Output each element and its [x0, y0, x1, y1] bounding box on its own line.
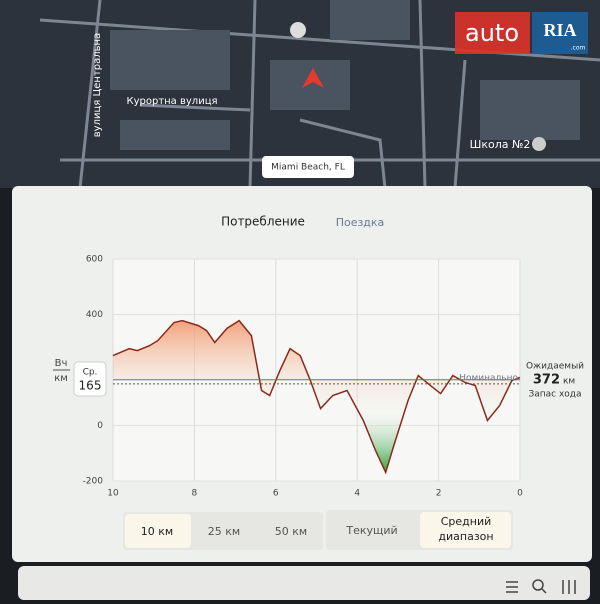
map-pin[interactable] — [290, 22, 306, 38]
x-tick-label: 2 — [436, 489, 442, 499]
car-marker — [302, 68, 324, 88]
map-label: вулиця Центральна — [92, 33, 103, 137]
mode-button[interactable]: Текущий — [345, 524, 397, 537]
x-tick-label: 6 — [273, 489, 279, 499]
watermark-box — [455, 12, 530, 54]
nominal-label: Номинально — [459, 373, 518, 383]
location-badge — [262, 156, 354, 178]
bottom-bar — [18, 566, 590, 600]
y-tick-label: 400 — [86, 310, 103, 320]
map-blocks — [110, 0, 580, 150]
y-unit: Вч — [55, 358, 68, 369]
x-tick-label: 8 — [192, 489, 198, 499]
watermark: RIA — [543, 20, 576, 40]
toolbar-icons[interactable] — [506, 579, 576, 594]
expected-caption: Запас хода — [528, 390, 581, 400]
x-tick-label: 4 — [354, 489, 360, 499]
range-button[interactable]: 25 км — [208, 525, 240, 538]
range-button[interactable]: 10 км — [141, 525, 173, 538]
range-button-active[interactable] — [125, 514, 191, 548]
watermark: .com — [571, 45, 586, 52]
average-badge — [73, 361, 107, 397]
x-tick-label: 0 — [517, 489, 523, 499]
map-pin[interactable] — [532, 137, 546, 151]
map-label: Курортна вулиця — [126, 96, 217, 107]
average-label: Ср. — [83, 368, 98, 378]
tab-active[interactable]: Потребление — [221, 215, 305, 229]
range-button[interactable]: 50 км — [275, 525, 307, 538]
location-label: Miami Beach, FL — [271, 163, 345, 173]
mode-button[interactable]: диапазон — [438, 530, 493, 543]
expected-unit: км — [563, 377, 575, 387]
map-label: Школа №2 — [470, 138, 531, 151]
expected-value: 372 — [533, 373, 560, 388]
average-value: 165 — [79, 379, 102, 393]
tab[interactable]: Поездка — [336, 216, 385, 229]
y-unit: км — [54, 373, 68, 384]
mode-button-active[interactable] — [420, 512, 511, 548]
x-tick-label: 10 — [107, 489, 119, 499]
watermark-box — [532, 12, 588, 54]
expected-label: Ожидаемый — [526, 362, 584, 372]
watermark: auto — [465, 19, 519, 47]
y-tick-label: 0 — [97, 421, 103, 431]
y-tick-label: -200 — [83, 477, 104, 487]
mode-button[interactable]: Средний — [441, 515, 492, 528]
line — [112, 319, 521, 475]
y-tick-label: 600 — [86, 255, 103, 265]
